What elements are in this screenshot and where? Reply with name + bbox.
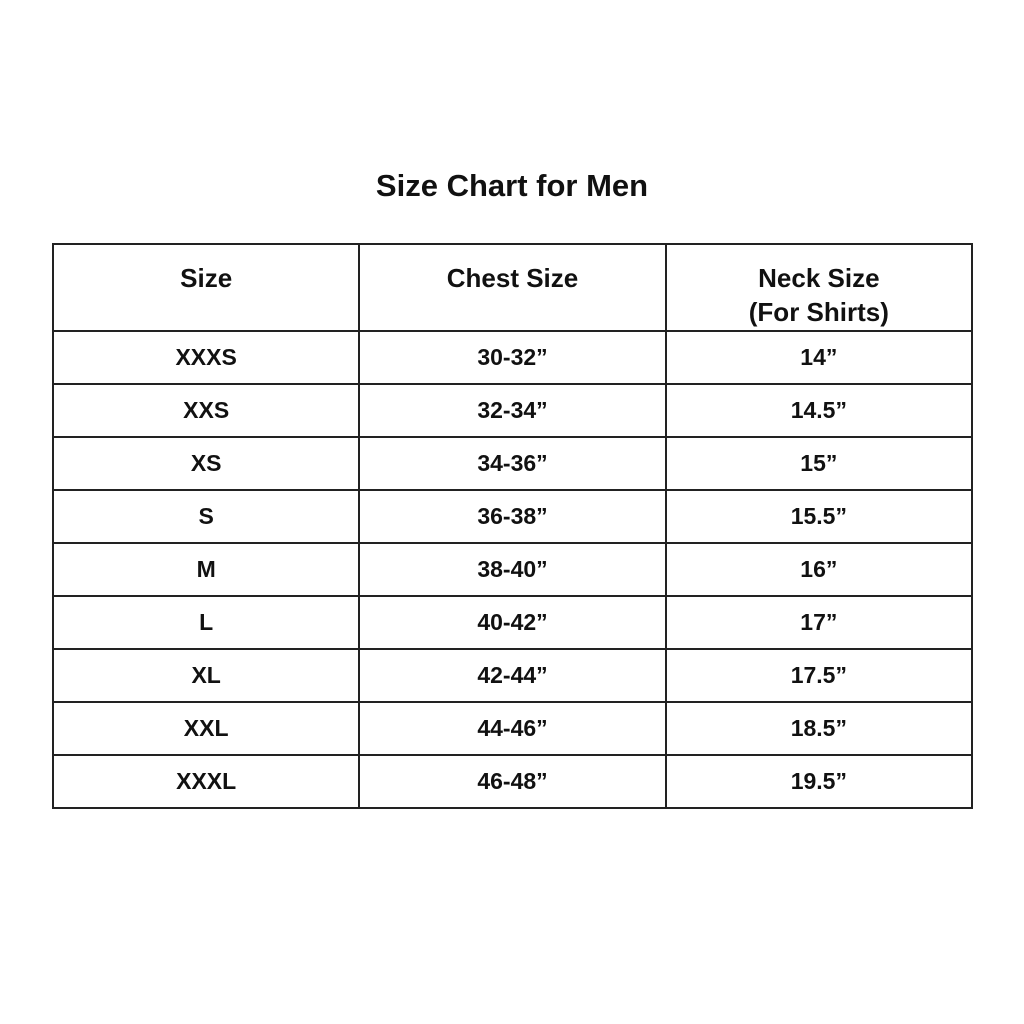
cell-size: XXL [51,701,361,756]
header-chest-size: Chest Size [358,243,667,332]
cell-chest: 44-46” [358,701,667,756]
cell-size: XXXS [51,330,361,385]
table-row: L 40-42” 17” [51,595,974,650]
table-row: XL 42-44” 17.5” [51,648,974,703]
table-header-row: Size Chest Size Neck Size (For Shirts) [51,243,974,332]
size-chart-table: Size Chest Size Neck Size (For Shirts) XX… [51,243,974,809]
cell-neck: 17” [664,595,974,650]
cell-neck: 15” [664,436,974,491]
table-row: XXXS 30-32” 14” [51,330,974,385]
cell-chest: 30-32” [358,330,667,385]
cell-chest: 42-44” [358,648,667,703]
cell-neck: 14” [664,330,974,385]
table-row: S 36-38” 15.5” [51,489,974,544]
cell-chest: 32-34” [358,383,667,438]
header-neck-size: Neck Size (For Shirts) [664,243,974,332]
cell-size: XXS [51,383,361,438]
cell-chest: 40-42” [358,595,667,650]
cell-neck: 18.5” [664,701,974,756]
cell-size: M [51,542,361,597]
table-row: XXL 44-46” 18.5” [51,701,974,756]
page-title: Size Chart for Men [375,168,649,203]
cell-neck: 19.5” [664,754,974,809]
cell-size: S [51,489,361,544]
cell-size: XL [51,648,361,703]
cell-chest: 34-36” [358,436,667,491]
cell-size: XXXL [51,754,361,809]
cell-size: L [51,595,361,650]
cell-neck: 14.5” [664,383,974,438]
cell-chest: 36-38” [358,489,667,544]
cell-chest: 46-48” [358,754,667,809]
table-row: XXS 32-34” 14.5” [51,383,974,438]
table-row: XS 34-36” 15” [51,436,974,491]
cell-neck: 15.5” [664,489,974,544]
header-size: Size [51,243,361,332]
cell-size: XS [51,436,361,491]
header-neck-size-label: Neck Size [758,263,880,293]
cell-neck: 16” [664,542,974,597]
table-row: M 38-40” 16” [51,542,974,597]
table-row: XXXL 46-48” 19.5” [51,754,974,809]
cell-neck: 17.5” [664,648,974,703]
header-neck-size-note: (For Shirts) [748,297,889,327]
cell-chest: 38-40” [358,542,667,597]
